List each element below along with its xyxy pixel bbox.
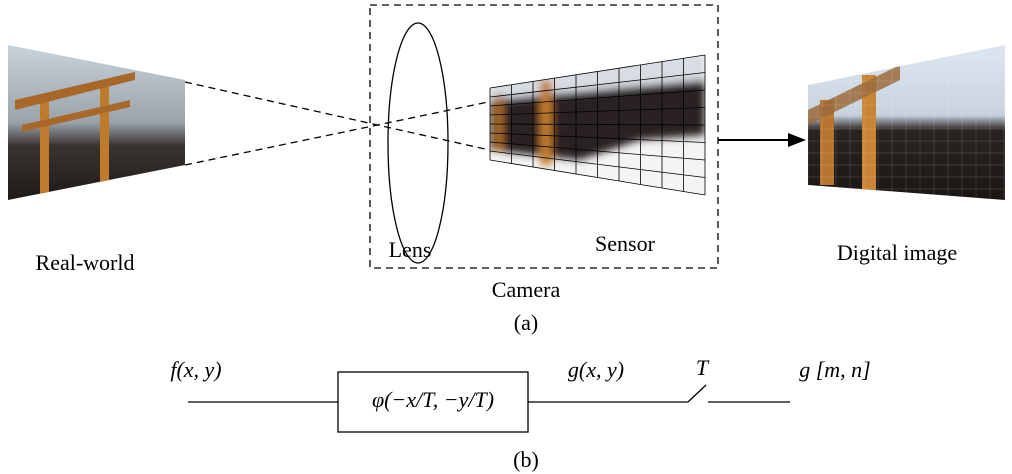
filter-label: φ(−x/T, −y/T) [372, 387, 494, 412]
digital-image [808, 40, 1005, 205]
lens [388, 23, 448, 263]
camera-label: Camera [492, 277, 561, 302]
lens-label: Lens [389, 237, 432, 262]
digital-image-label: Digital image [837, 240, 957, 265]
diagram: Real-world Lens Sensor Camera (a) Digita… [0, 0, 1012, 474]
real-world-image [8, 45, 185, 200]
sensor [490, 55, 705, 195]
caption-b: (b) [513, 447, 539, 472]
filtered-label: g(x, y) [568, 357, 624, 382]
arrow-head [788, 133, 806, 147]
switch [688, 385, 706, 402]
real-world-label: Real-world [36, 250, 135, 275]
sensor-label: Sensor [595, 231, 656, 256]
input-label: f(x, y) [170, 357, 221, 382]
sampler-label: T [696, 355, 710, 380]
caption-a: (a) [514, 310, 538, 335]
output-label: g [m, n] [799, 357, 871, 382]
